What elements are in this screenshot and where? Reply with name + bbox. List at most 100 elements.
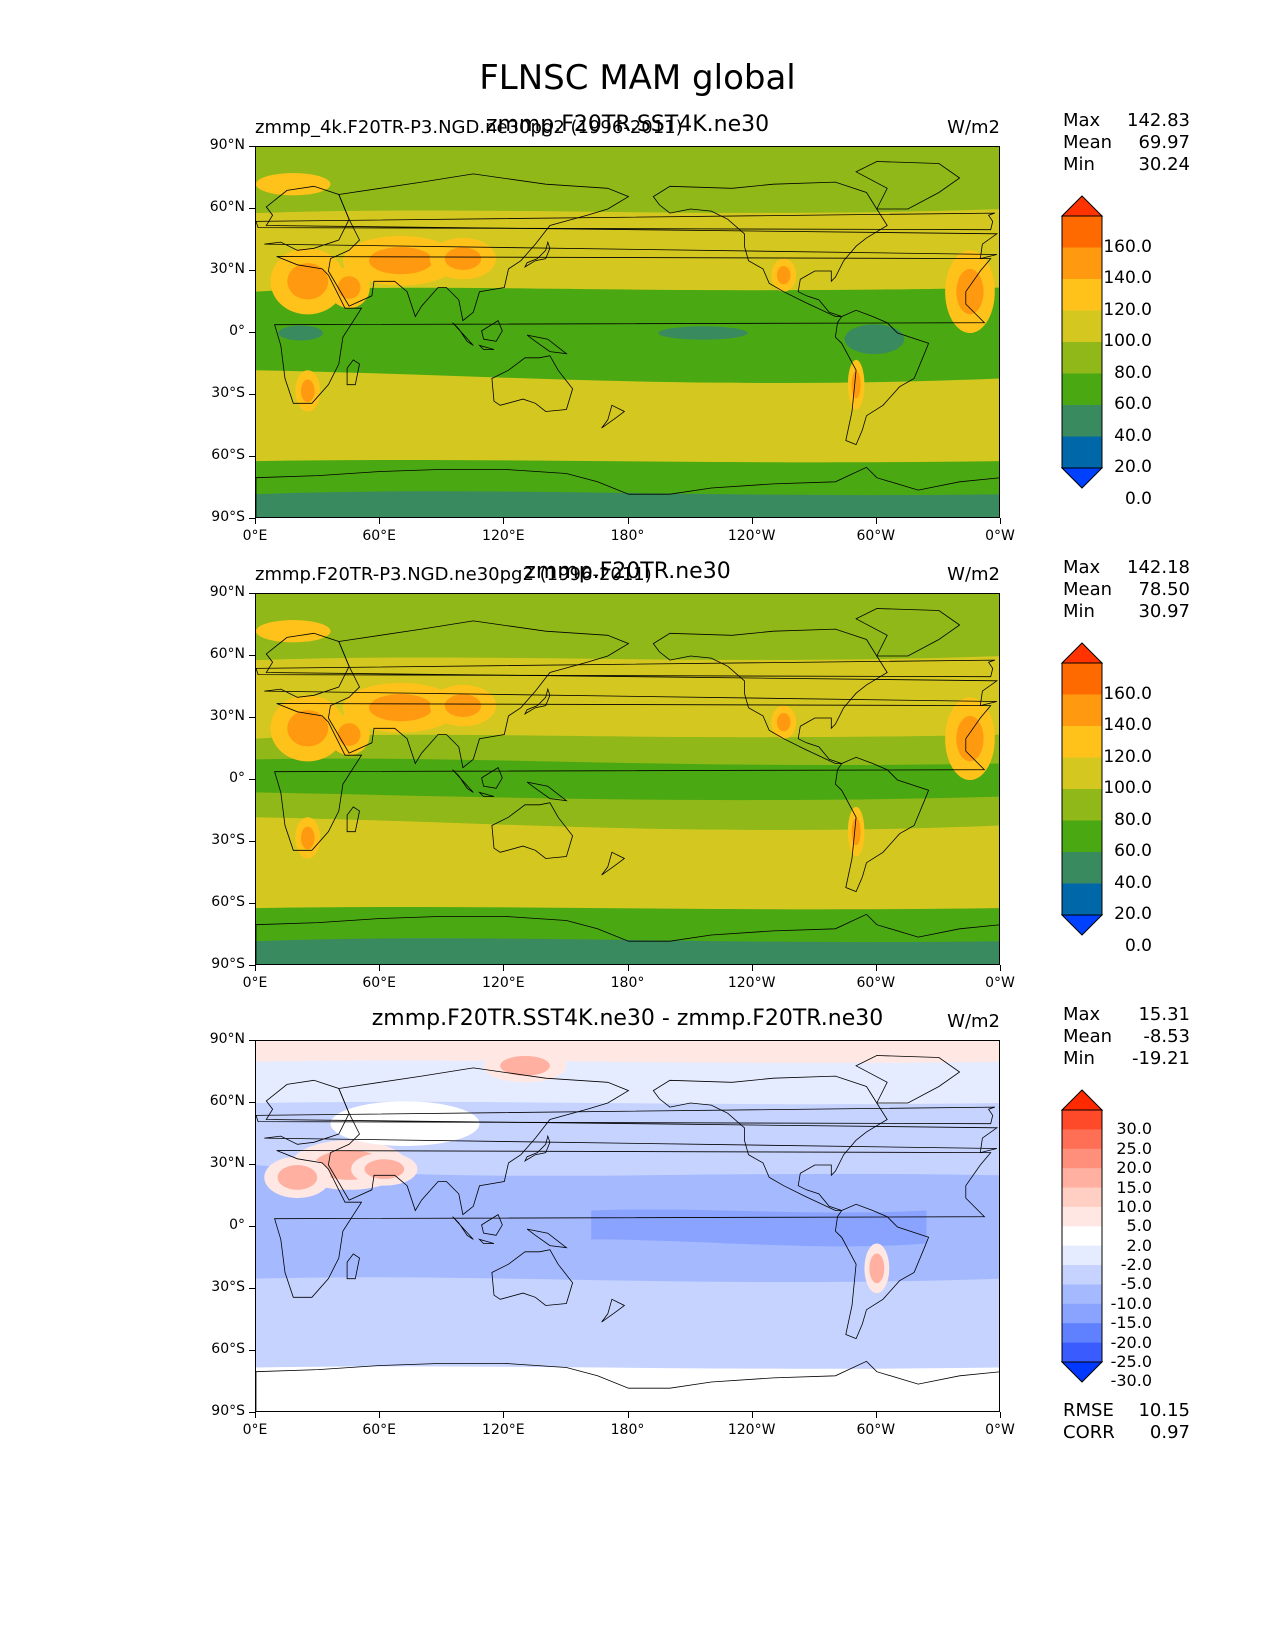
colorbar-wrap (1060, 194, 1104, 494)
lat-tick-mark (249, 903, 255, 904)
lat-tick-label: 90°N (209, 1031, 245, 1047)
colorbar-tick-label: 120.0 (1103, 299, 1152, 320)
contour-fill (368, 247, 433, 275)
coastline-nz (601, 851, 626, 876)
colorbar-tick-label: 60.0 (1114, 841, 1152, 861)
colorbar-segment (1062, 1168, 1102, 1189)
colorbar-segment (1062, 310, 1102, 343)
colorbar-extend-top (1060, 642, 1104, 664)
coastline-madagascar (346, 806, 360, 833)
colorbar-segment (1062, 852, 1102, 884)
lon-tick-mark (875, 518, 877, 524)
lat-tick-label: 60°S (211, 1341, 245, 1357)
lat-tick-mark (249, 1040, 255, 1041)
colorbar-tick-label: -10.0 (1110, 1293, 1152, 1313)
colorbar-segment (1062, 279, 1102, 311)
contour-fill (256, 620, 331, 643)
stat-mean-label: Mean (1063, 132, 1113, 153)
lat-tick-mark (249, 965, 255, 966)
stat-mean-label: Mean (1063, 579, 1113, 600)
colorbar-segment (1062, 405, 1102, 437)
colorbar-segment (1062, 373, 1102, 406)
contour-fill (256, 173, 331, 196)
stat-max-label: Max (1063, 1004, 1101, 1025)
contour-fill (256, 1366, 999, 1411)
lon-tick-mark (627, 965, 629, 971)
lat-tick-mark (249, 1350, 255, 1351)
lon-tick-label: 120°E (482, 975, 525, 991)
coastline-asia (327, 620, 630, 769)
panel-center-title: zmmp.F20TR.SST4K.ne30 (485, 112, 770, 137)
colorbar-segment (1062, 1342, 1102, 1363)
lon-tick-label: 60°W (856, 1422, 896, 1438)
contour-fill (851, 371, 861, 399)
colorbar-tick-label: 140.0 (1103, 268, 1152, 288)
colorbar-segment (1062, 216, 1102, 248)
stat-mean-value: -8.53 (1143, 1026, 1190, 1047)
lon-tick-label: 120°W (727, 528, 776, 544)
coastline-madagascar (346, 359, 360, 386)
coastline-borneo (481, 320, 503, 342)
lat-tick-label: 60°N (209, 199, 245, 215)
colorbar-outline (1061, 215, 1103, 469)
metric-corr-label: CORR (1063, 1422, 1115, 1443)
coastline-japan (524, 240, 551, 268)
contour-fill (776, 713, 791, 732)
lat-tick-label: 0° (229, 770, 245, 786)
lat-tick-label: 30°N (209, 708, 245, 724)
colorbar-tick-label: 30.0 (1116, 1119, 1152, 1139)
colorbar-segment (1062, 436, 1102, 469)
contour-fill (256, 491, 999, 517)
lon-tick-mark (1000, 1412, 1001, 1418)
coastlines (256, 608, 999, 964)
lon-tick-mark (379, 518, 381, 524)
colorbar-tick-label: 160.0 (1103, 236, 1152, 257)
colorbar-segment (1062, 1187, 1102, 1208)
colorbar-segment (1062, 1284, 1102, 1305)
contour-fill (956, 268, 984, 315)
colorbar-tick-label: 2.0 (1126, 1235, 1152, 1255)
lat-tick-mark (249, 1288, 255, 1289)
lat-tick-mark (249, 593, 255, 594)
lon-tick-mark (751, 965, 753, 971)
contour-fill (256, 594, 999, 661)
lat-tick-label: 30°S (211, 832, 245, 848)
lat-tick-label: 90°N (209, 137, 245, 153)
colorbar-tick-label: 120.0 (1103, 746, 1152, 767)
contour-fill (776, 266, 791, 285)
colorbar-segment (1062, 726, 1102, 758)
coastline-newguinea (526, 1228, 568, 1249)
colorbar-segment (1062, 694, 1102, 727)
contour-fill (256, 758, 999, 801)
lon-tick-label: 60°E (362, 975, 396, 991)
panel-units: W/m2 (947, 1011, 1000, 1032)
lon-tick-label: 60°E (362, 528, 396, 544)
colorbar-tick-label: 100.0 (1103, 778, 1152, 798)
lat-tick-label: 30°N (209, 261, 245, 277)
lat-tick-label: 60°N (209, 1093, 245, 1109)
colorbar-segment (1062, 1323, 1102, 1344)
colorbar-segment (1062, 1265, 1102, 1285)
lon-tick-label: 0°E (242, 975, 268, 991)
colorbar-segment (1062, 789, 1102, 821)
lat-tick-label: 90°N (209, 584, 245, 600)
coastline-japan (524, 687, 551, 715)
panel-left-title: zmmp.F20TR-P3.NGD.ne30pg2 (1996-2011) (255, 564, 652, 585)
lon-tick-label: 120°E (482, 528, 525, 544)
coastline-antarctica (256, 1360, 999, 1411)
coastline-newguinea (526, 781, 568, 802)
contour-fill (287, 710, 329, 747)
lat-tick-mark (249, 655, 255, 656)
colorbar-tick-label: 5.0 (1126, 1216, 1152, 1236)
coastline-indonesia2 (478, 1238, 495, 1244)
coastline-uk (256, 659, 995, 678)
coastline-newguinea (526, 334, 568, 355)
coastline-indonesia2 (478, 791, 495, 797)
colorbar-segment (1062, 1206, 1102, 1227)
panel-units: W/m2 (947, 564, 1000, 585)
stat-max-value: 142.83 (1127, 110, 1190, 131)
colorbar-tick-label: 25.0 (1116, 1138, 1152, 1158)
field-contours (256, 147, 999, 517)
colorbar-tick-label: 80.0 (1114, 809, 1152, 830)
coastline-greenland (855, 161, 961, 210)
